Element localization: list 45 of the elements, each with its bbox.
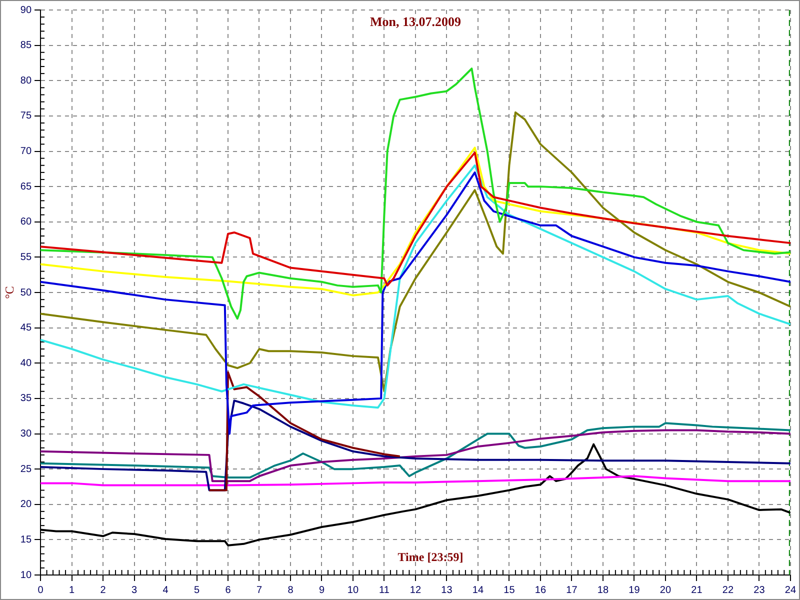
- x-tick-label: 7: [256, 584, 262, 596]
- x-tick-label: 21: [691, 584, 703, 596]
- x-tick-label: 14: [472, 584, 484, 596]
- x-tick-label: 10: [347, 584, 359, 596]
- x-axis-title: Time [23:59]: [398, 550, 464, 564]
- x-tick-label: 5: [194, 584, 200, 596]
- x-tick-label: 24: [784, 584, 796, 596]
- y-tick-label: 80: [20, 75, 32, 86]
- y-tick-label: 40: [20, 358, 32, 369]
- x-tick-label: 20: [660, 584, 672, 596]
- y-tick-label: 10: [20, 570, 32, 581]
- x-tick-label: 18: [597, 584, 609, 596]
- y-tick-label: 90: [20, 4, 32, 16]
- x-tick-label: 4: [162, 584, 169, 596]
- x-tick-label: 11: [379, 584, 390, 596]
- x-tick-label: 6: [225, 584, 232, 596]
- y-tick-label: 75: [20, 110, 32, 122]
- x-tick-label: 9: [318, 584, 325, 596]
- y-tick-label: 25: [20, 464, 32, 475]
- x-tick-label: 0: [38, 584, 44, 596]
- y-tick-label: 20: [20, 499, 32, 510]
- x-tick-label: 23: [754, 584, 766, 596]
- y-tick-label: 70: [20, 146, 32, 157]
- y-axis-title: °C: [2, 286, 16, 299]
- x-tick-label: 15: [504, 584, 516, 596]
- x-tick-label: 2: [100, 584, 106, 596]
- x-tick-label: 17: [566, 584, 578, 596]
- x-tick-label: 19: [628, 584, 640, 596]
- y-tick-label: 55: [20, 252, 32, 263]
- x-tick-label: 3: [131, 584, 138, 596]
- x-tick-label: 22: [722, 584, 734, 596]
- x-tick-label: 16: [534, 584, 546, 596]
- x-tick-label: 1: [68, 584, 75, 596]
- chart-title: Mon, 13.07.2009: [370, 14, 462, 29]
- y-tick-label: 65: [20, 181, 32, 192]
- y-tick-label: 45: [20, 322, 32, 334]
- x-tick-label: 8: [288, 584, 294, 596]
- x-tick-label: 13: [441, 584, 453, 596]
- y-tick-label: 35: [20, 393, 32, 404]
- y-tick-label: 30: [20, 428, 32, 440]
- y-tick-label: 85: [20, 40, 32, 52]
- y-tick-label: 50: [20, 287, 32, 298]
- y-tick-label: 60: [20, 216, 32, 228]
- x-tick-label: 12: [410, 584, 422, 596]
- y-tick-label: 15: [20, 534, 32, 546]
